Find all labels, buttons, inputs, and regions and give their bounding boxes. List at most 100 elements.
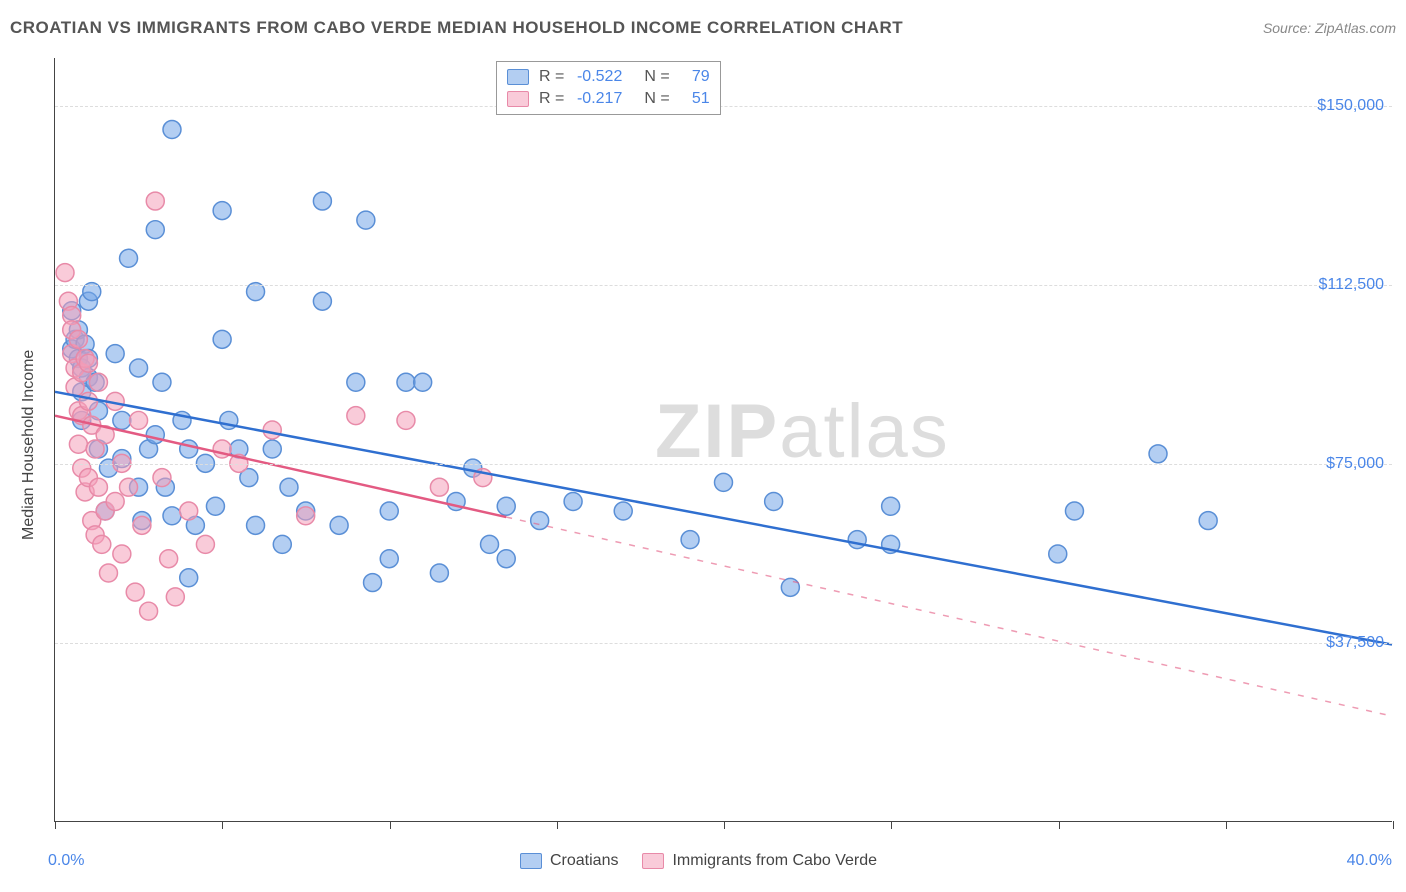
scatter-point xyxy=(79,392,97,410)
legend-label: Croatians xyxy=(550,852,618,870)
scatter-point xyxy=(531,512,549,530)
scatter-point xyxy=(347,373,365,391)
scatter-point xyxy=(765,493,783,511)
x-tick xyxy=(1059,821,1060,829)
chart-title: CROATIAN VS IMMIGRANTS FROM CABO VERDE M… xyxy=(10,18,903,38)
scatter-point xyxy=(1199,512,1217,530)
scatter-point xyxy=(263,421,281,439)
gridline xyxy=(55,464,1392,465)
series-legend: CroatiansImmigrants from Cabo Verde xyxy=(520,852,877,870)
scatter-point xyxy=(196,535,214,553)
x-tick xyxy=(1226,821,1227,829)
scatter-point xyxy=(69,435,87,453)
stat-n-value: 79 xyxy=(680,68,710,86)
scatter-point xyxy=(397,373,415,391)
scatter-point xyxy=(163,507,181,525)
stats-legend-row: R =-0.522N =79 xyxy=(507,66,710,88)
scatter-point xyxy=(99,564,117,582)
scatter-point xyxy=(126,583,144,601)
scatter-point xyxy=(89,373,107,391)
gridline xyxy=(55,106,1392,107)
scatter-point xyxy=(414,373,432,391)
scatter-point xyxy=(106,493,124,511)
scatter-point xyxy=(140,602,158,620)
x-tick xyxy=(1393,821,1394,829)
scatter-point xyxy=(166,588,184,606)
x-axis-end-label: 40.0% xyxy=(1347,852,1392,870)
scatter-point xyxy=(130,411,148,429)
y-tick-label: $75,000 xyxy=(1326,455,1384,473)
scatter-point xyxy=(79,354,97,372)
scatter-point xyxy=(715,473,733,491)
plot-area: ZIPatlas $37,500$75,000$112,500$150,000 xyxy=(54,58,1392,822)
scatter-point xyxy=(497,497,515,515)
scatter-point xyxy=(160,550,178,568)
scatter-point xyxy=(263,440,281,458)
scatter-point xyxy=(106,345,124,363)
plot-svg xyxy=(55,58,1392,821)
x-axis-start-label: 0.0% xyxy=(48,852,84,870)
scatter-point xyxy=(564,493,582,511)
scatter-point xyxy=(1065,502,1083,520)
scatter-point xyxy=(69,330,87,348)
regression-line-extrapolated xyxy=(506,517,1392,716)
x-tick xyxy=(390,821,391,829)
stat-n-value: 51 xyxy=(680,90,710,108)
legend-swatch xyxy=(520,853,542,869)
scatter-point xyxy=(681,531,699,549)
scatter-point xyxy=(380,550,398,568)
scatter-point xyxy=(113,545,131,563)
scatter-point xyxy=(380,502,398,520)
scatter-point xyxy=(330,516,348,534)
legend-swatch xyxy=(642,853,664,869)
stats-legend-row: R = -0.217 N = 51 xyxy=(507,88,710,110)
scatter-point xyxy=(1049,545,1067,563)
scatter-point xyxy=(56,264,74,282)
scatter-point xyxy=(247,516,265,534)
scatter-point xyxy=(146,426,164,444)
x-tick xyxy=(222,821,223,829)
scatter-point xyxy=(357,211,375,229)
stat-r-value: -0.217 xyxy=(574,90,622,108)
stat-r-label: R = xyxy=(539,90,564,108)
x-tick xyxy=(724,821,725,829)
scatter-point xyxy=(130,359,148,377)
x-tick xyxy=(891,821,892,829)
scatter-point xyxy=(1149,445,1167,463)
scatter-point xyxy=(848,531,866,549)
source-label: Source: ZipAtlas.com xyxy=(1263,20,1396,36)
scatter-point xyxy=(430,564,448,582)
scatter-point xyxy=(313,292,331,310)
scatter-point xyxy=(89,478,107,496)
scatter-point xyxy=(347,407,365,425)
scatter-point xyxy=(153,469,171,487)
scatter-point xyxy=(206,497,224,515)
scatter-point xyxy=(430,478,448,496)
gridline xyxy=(55,643,1392,644)
y-axis-label: Median Household Income xyxy=(20,350,38,540)
scatter-point xyxy=(146,192,164,210)
gridline xyxy=(55,285,1392,286)
legend-item: Croatians xyxy=(520,852,618,870)
stat-r-label: R = xyxy=(539,68,564,86)
scatter-point xyxy=(180,502,198,520)
scatter-point xyxy=(313,192,331,210)
stat-r-value: -0.522 xyxy=(574,68,622,86)
scatter-point xyxy=(113,411,131,429)
scatter-point xyxy=(497,550,515,568)
scatter-point xyxy=(163,121,181,139)
scatter-point xyxy=(614,502,632,520)
scatter-point xyxy=(180,440,198,458)
legend-swatch xyxy=(507,69,529,85)
stat-n-label: N = xyxy=(644,90,669,108)
scatter-point xyxy=(481,535,499,553)
y-tick-label: $112,500 xyxy=(1318,276,1384,294)
scatter-point xyxy=(213,330,231,348)
scatter-point xyxy=(280,478,298,496)
stats-legend: R = -0.522 N = 79 R = -0.217 N = 51 xyxy=(496,61,721,115)
x-tick xyxy=(557,821,558,829)
scatter-point xyxy=(882,497,900,515)
scatter-point xyxy=(93,535,111,553)
scatter-point xyxy=(133,516,151,534)
scatter-point xyxy=(364,574,382,592)
